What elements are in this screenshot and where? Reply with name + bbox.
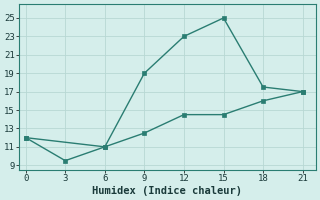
- X-axis label: Humidex (Indice chaleur): Humidex (Indice chaleur): [92, 186, 243, 196]
